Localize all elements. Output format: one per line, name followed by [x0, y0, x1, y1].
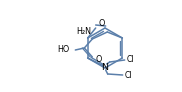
Text: Cl: Cl	[127, 55, 134, 64]
Text: O: O	[95, 54, 102, 63]
Text: H₂N: H₂N	[76, 26, 91, 36]
Text: HO: HO	[57, 46, 69, 54]
Text: O: O	[99, 18, 105, 28]
Text: N: N	[101, 62, 108, 71]
Text: Cl: Cl	[125, 70, 132, 79]
